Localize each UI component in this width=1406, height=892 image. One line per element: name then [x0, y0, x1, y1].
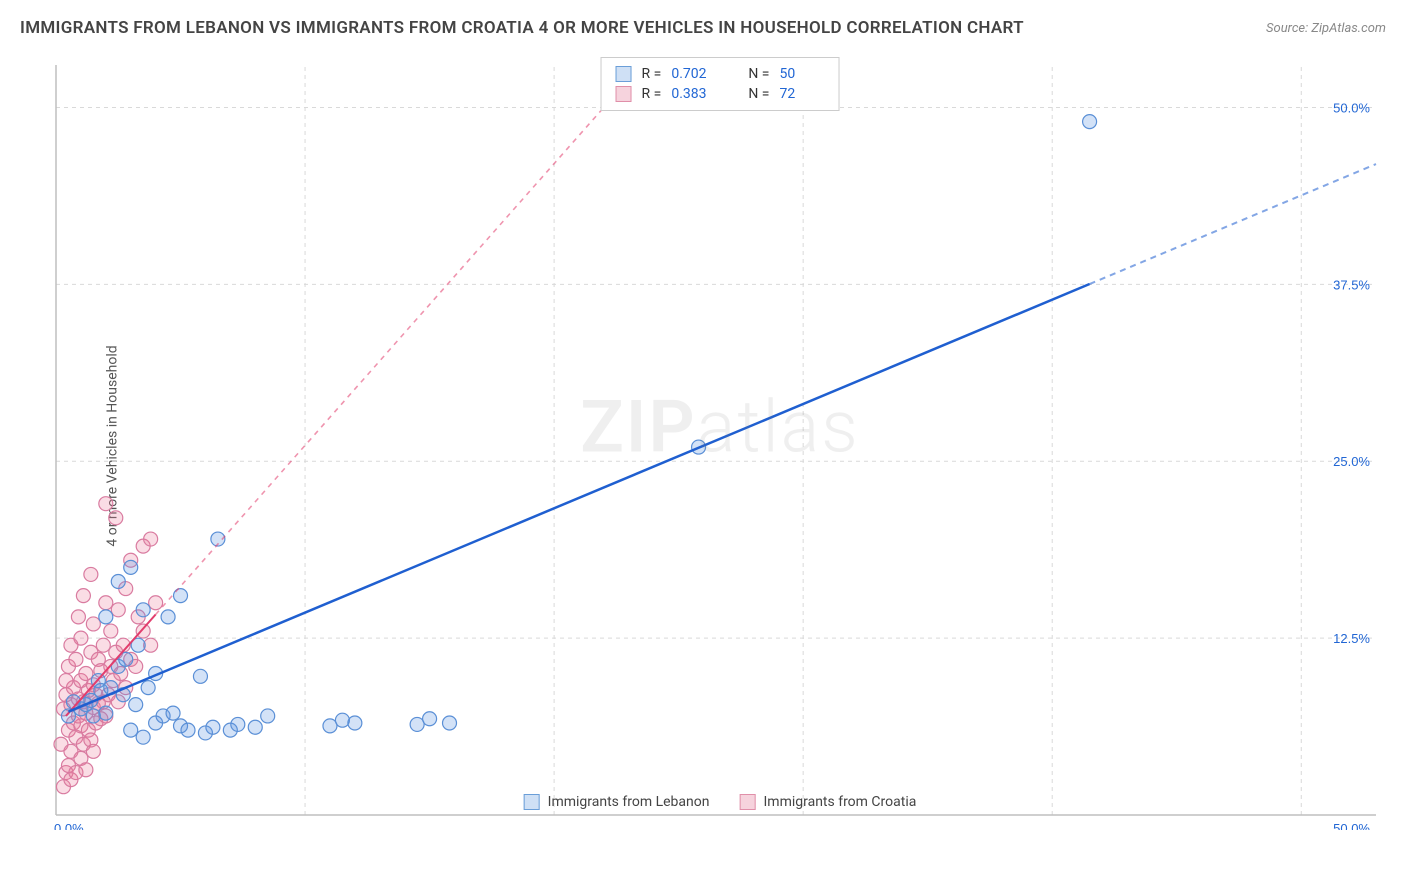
legend-item-series2: Immigrants from Croatia: [739, 794, 916, 810]
n-value-1: 50: [779, 66, 824, 82]
legend-swatch-series1-icon: [524, 794, 540, 810]
r-label-2: R =: [642, 86, 662, 102]
swatch-series2-icon: [616, 86, 632, 102]
stats-row-series2: R = 0.383 N = 72: [616, 84, 825, 104]
plot-area: 12.5%25.0%37.5%50.0%0.0%50.0% ZIPatlas R…: [50, 55, 1390, 830]
r-label-1: R =: [642, 66, 662, 82]
r-value-1: 0.702: [671, 66, 716, 82]
r-value-2: 0.383: [671, 86, 716, 102]
chart-svg: 12.5% 25.0% 37.5% 50.0% 0.0% 50.0%: [50, 55, 1390, 830]
svg-text:25.0%: 25.0%: [1333, 454, 1370, 469]
svg-text:50.0%: 50.0%: [1333, 100, 1370, 115]
n-label-2: N =: [748, 86, 769, 102]
legend-label-series2: Immigrants from Croatia: [763, 794, 916, 810]
legend-label-series1: Immigrants from Lebanon: [548, 794, 710, 810]
n-value-2: 72: [779, 86, 824, 102]
bottom-legend: Immigrants from Lebanon Immigrants from …: [524, 794, 917, 810]
svg-text:12.5%: 12.5%: [1333, 631, 1370, 646]
legend-swatch-series2-icon: [739, 794, 755, 810]
stats-row-series1: R = 0.702 N = 50: [616, 64, 825, 84]
stats-box: R = 0.702 N = 50 R = 0.383 N = 72: [601, 57, 840, 111]
svg-text:0.0%: 0.0%: [54, 821, 84, 830]
source-label: Source: ZipAtlas.com: [1266, 21, 1386, 36]
svg-text:37.5%: 37.5%: [1333, 277, 1370, 292]
legend-item-series1: Immigrants from Lebanon: [524, 794, 710, 810]
chart-title: IMMIGRANTS FROM LEBANON VS IMMIGRANTS FR…: [20, 18, 1024, 38]
swatch-series1-icon: [616, 66, 632, 82]
n-label-1: N =: [748, 66, 769, 82]
svg-text:50.0%: 50.0%: [1333, 821, 1370, 830]
